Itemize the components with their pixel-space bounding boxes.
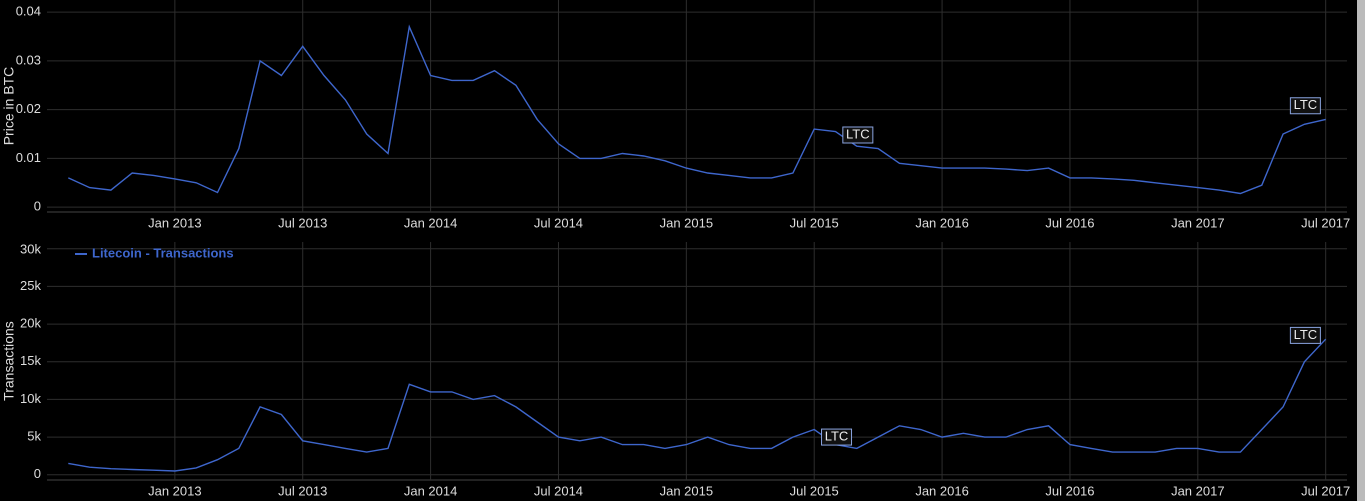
y-axis-title: Transactions [1, 321, 17, 401]
y-tick-label: 30k [20, 241, 41, 256]
x-tick-label: Jul 2014 [534, 483, 583, 498]
x-tick-label: Jul 2017 [1301, 483, 1350, 498]
data-line [68, 338, 1327, 472]
x-tick-label: Jan 2017 [1171, 483, 1225, 498]
x-tick-label: Jan 2014 [404, 215, 458, 230]
x-tick-label: Jul 2017 [1301, 215, 1350, 230]
y-tick-label: 20k [20, 316, 41, 331]
x-tick-label: Jan 2015 [660, 215, 714, 230]
x-tick-label: Jan 2014 [404, 483, 458, 498]
y-tick-label: 0.03 [16, 52, 41, 67]
x-tick-label: Jan 2013 [148, 483, 202, 498]
data-line [68, 24, 1326, 195]
annotation-label: LTC [825, 429, 849, 444]
x-tick-label: Jan 2013 [148, 215, 202, 230]
annotation-box [821, 428, 853, 446]
x-tick-label: Jan 2017 [1171, 215, 1225, 230]
y-tick-label: 15k [20, 353, 41, 368]
x-tick-label: Jul 2016 [1045, 483, 1094, 498]
annotation-label: LTC [1294, 97, 1318, 112]
y-tick-label: 0.01 [16, 150, 41, 165]
x-tick-label: Jul 2016 [1045, 215, 1094, 230]
y-tick-label: 0.02 [16, 101, 41, 116]
annotation-box [842, 126, 874, 144]
scrollbar[interactable] [1357, 0, 1365, 501]
y-tick-label: 0 [34, 466, 41, 481]
x-tick-label: Jan 2015 [660, 483, 714, 498]
x-tick-label: Jan 2016 [915, 215, 969, 230]
annotation-label: LTC [846, 126, 870, 141]
x-tick-label: Jan 2016 [915, 483, 969, 498]
x-tick-label: Jul 2013 [278, 483, 327, 498]
x-tick-label: Jul 2014 [534, 215, 583, 230]
y-tick-label: 10k [20, 391, 41, 406]
y-tick-label: 0.04 [16, 4, 41, 19]
legend-label: Litecoin - Transactions [92, 245, 234, 260]
y-tick-label: 0 [34, 199, 41, 214]
annotation-label: LTC [1294, 327, 1318, 342]
annotation-box [1289, 97, 1321, 115]
y-axis-title: Price in BTC [1, 67, 17, 146]
x-tick-label: Jul 2015 [790, 215, 839, 230]
y-tick-label: 25k [20, 278, 41, 293]
x-tick-label: Jul 2013 [278, 215, 327, 230]
x-tick-label: Jul 2015 [790, 483, 839, 498]
y-tick-label: 5k [27, 429, 41, 444]
annotation-box [1289, 326, 1321, 344]
